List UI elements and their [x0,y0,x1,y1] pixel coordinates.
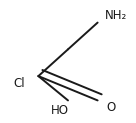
Text: HO: HO [51,104,69,117]
Text: O: O [106,101,116,114]
Text: NH₂: NH₂ [105,9,128,22]
Text: Cl: Cl [14,77,25,90]
